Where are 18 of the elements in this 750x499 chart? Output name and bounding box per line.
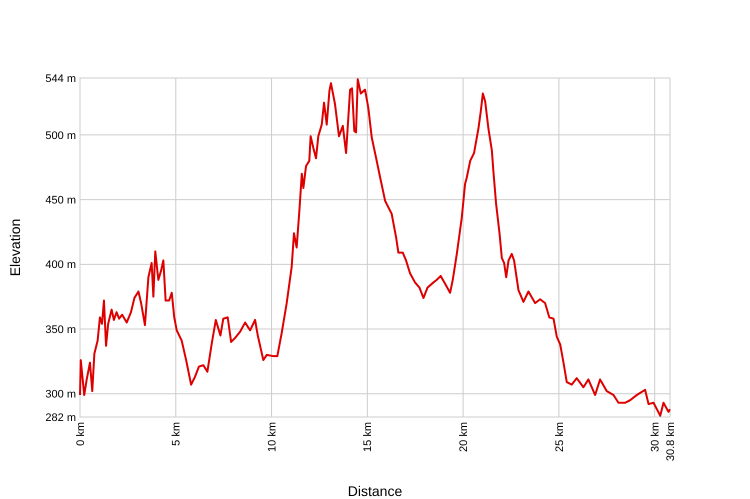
x-axis-title: Distance [348, 483, 402, 499]
x-tick-label: 5 km [170, 422, 183, 446]
y-axis-title: Elevation [7, 218, 23, 276]
x-tick-label: 20 km [458, 422, 470, 452]
y-tick-label: 544 m [45, 72, 76, 85]
y-tick-label: 500 m [45, 130, 76, 142]
x-tick-label: 30.8 km [664, 422, 677, 462]
line-series [79, 78, 671, 417]
y-tick-label: 400 m [45, 259, 76, 272]
x-tick-label: 10 km [266, 422, 278, 452]
y-tick-label: 450 m [45, 194, 76, 206]
y-tick-label: 350 m [45, 324, 76, 336]
x-tick-label: 0 km [74, 422, 87, 446]
y-tick-label: 282 m [45, 412, 76, 424]
x-tick-label: 25 km [554, 422, 566, 452]
x-tick-label: 30 km [650, 422, 662, 452]
x-tick-label: 15 km [362, 422, 374, 452]
y-tick-label: 300 m [45, 388, 76, 401]
